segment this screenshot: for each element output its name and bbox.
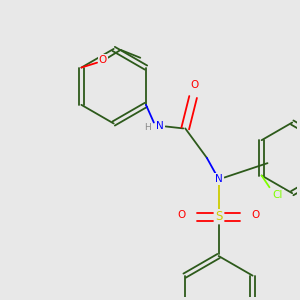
Text: O: O xyxy=(99,55,107,65)
Text: N: N xyxy=(156,122,164,131)
Text: Cl: Cl xyxy=(272,190,283,200)
Text: H: H xyxy=(145,123,151,132)
Text: O: O xyxy=(190,80,198,90)
Text: O: O xyxy=(177,210,185,220)
Text: S: S xyxy=(215,210,222,223)
Text: O: O xyxy=(252,210,260,220)
Text: N: N xyxy=(215,174,223,184)
